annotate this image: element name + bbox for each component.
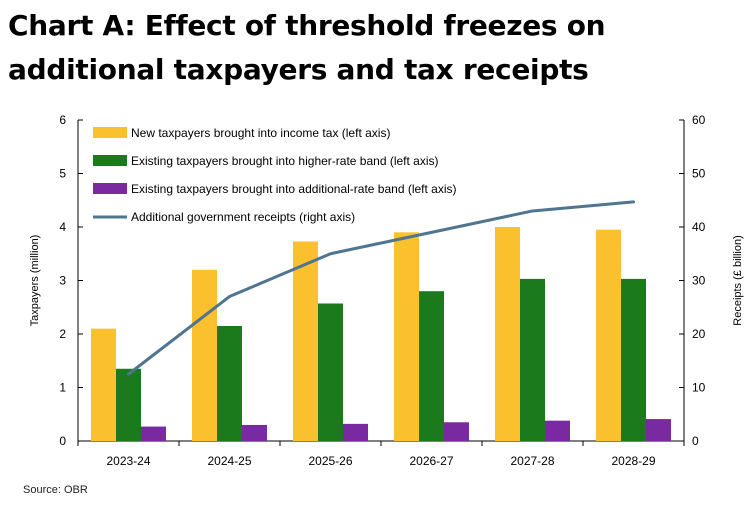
legend-swatch <box>93 183 127 194</box>
right-tick-label: 30 <box>692 274 706 288</box>
bar-1 <box>394 232 419 441</box>
right-tick-label: 40 <box>692 220 706 234</box>
bar-2 <box>116 368 141 441</box>
receipts-line-series <box>127 200 635 376</box>
x-tick-label: 2026-27 <box>409 454 453 468</box>
bar-2 <box>419 291 444 441</box>
y2-axis-label: Receipts (£ billion) <box>732 235 744 325</box>
left-tick-label: 4 <box>59 220 66 234</box>
source-note: Source: OBR <box>23 484 88 496</box>
x-tick-label: 2023-24 <box>106 454 150 468</box>
left-tick-label: 2 <box>59 327 66 341</box>
left-tick-label: 1 <box>59 381 66 395</box>
left-tick-label: 6 <box>59 113 66 127</box>
legend: New taxpayers brought into income tax (l… <box>93 126 457 224</box>
left-tick-label: 3 <box>59 274 66 288</box>
bar-3 <box>646 419 671 441</box>
legend-entry: Additional government receipts (right ax… <box>131 210 355 224</box>
right-tick-label: 50 <box>692 167 706 181</box>
chart-title: Chart A: Effect of threshold freezes on … <box>8 9 606 86</box>
y-axis-label: Taxpayers (million) <box>29 235 41 327</box>
bar-3 <box>141 426 166 441</box>
bar-3 <box>242 424 267 441</box>
left-tick-label: 5 <box>59 167 66 181</box>
bar-2 <box>621 278 646 441</box>
bars <box>91 227 671 441</box>
legend-entry: Existing taxpayers brought into higher-r… <box>131 154 439 168</box>
bar-1 <box>91 328 116 441</box>
x-tick-label: 2028-29 <box>611 454 655 468</box>
right-tick-label: 20 <box>692 327 706 341</box>
bar-1 <box>293 241 318 441</box>
bar-3 <box>545 420 570 441</box>
right-tick-label: 0 <box>692 434 699 448</box>
bar-2 <box>217 325 242 441</box>
bar-1 <box>596 229 621 441</box>
bar-1 <box>495 227 520 441</box>
right-tick-label: 10 <box>692 381 706 395</box>
legend-entry: New taxpayers brought into income tax (l… <box>131 126 390 140</box>
x-tick-label: 2025-26 <box>308 454 352 468</box>
receipts-line <box>127 200 635 376</box>
bar-3 <box>343 423 368 441</box>
bar-2 <box>318 303 343 441</box>
right-tick-label: 60 <box>692 113 706 127</box>
x-tick-label: 2027-28 <box>510 454 554 468</box>
legend-swatch <box>93 127 127 138</box>
bar-2 <box>520 278 545 441</box>
bar-3 <box>444 422 469 441</box>
legend-swatch <box>93 155 127 166</box>
bar-1 <box>192 269 217 441</box>
left-tick-label: 0 <box>59 434 66 448</box>
legend-entry: Existing taxpayers brought into addition… <box>131 182 457 196</box>
x-tick-label: 2024-25 <box>207 454 251 468</box>
